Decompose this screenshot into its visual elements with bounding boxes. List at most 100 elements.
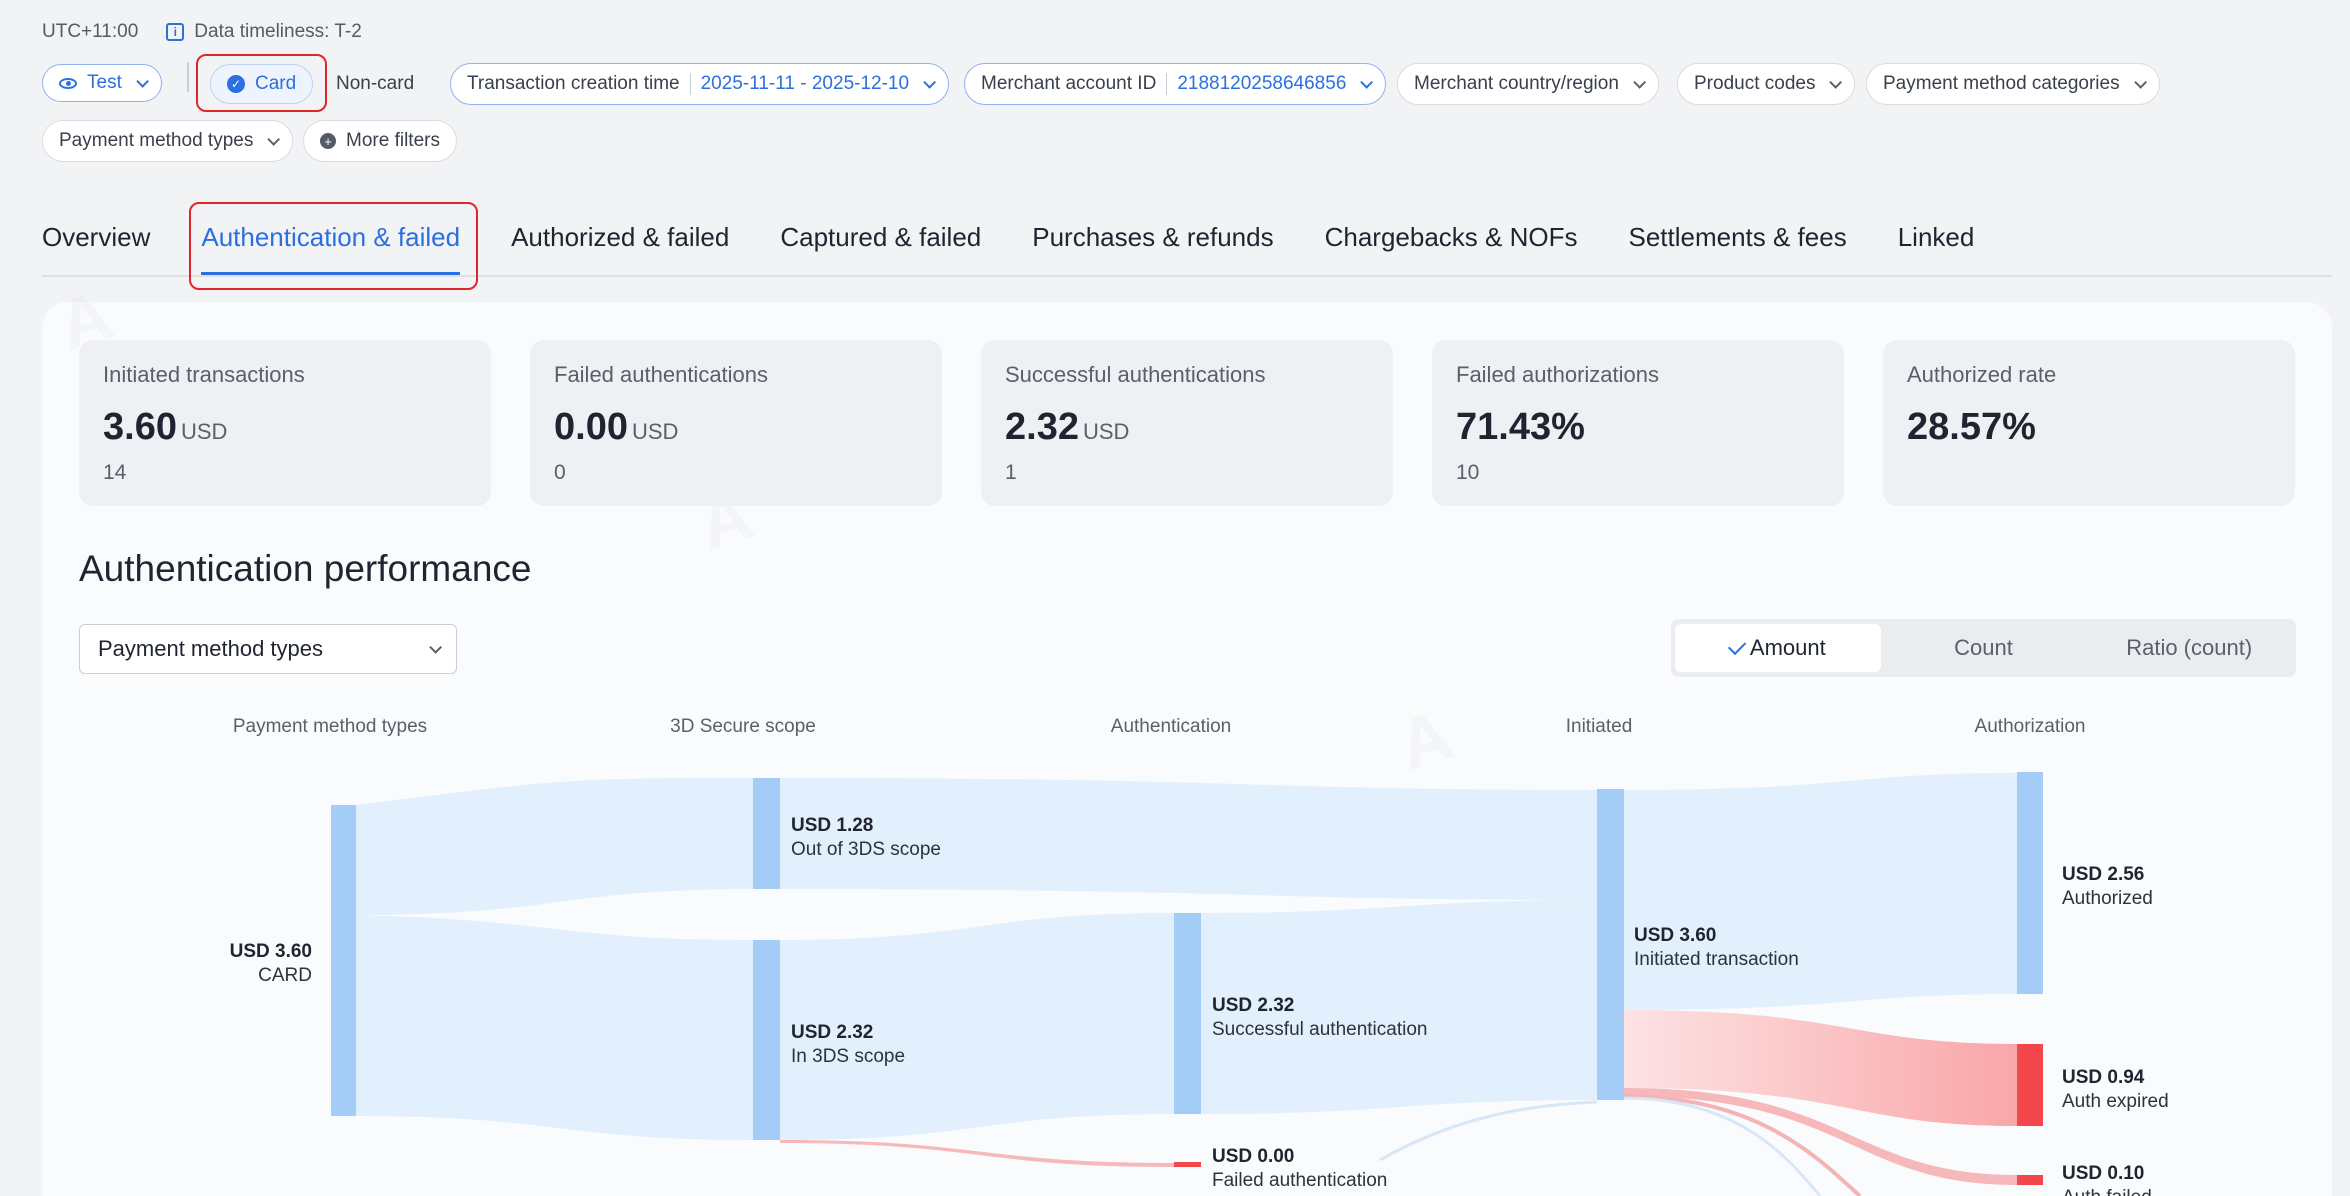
environment-value: Test	[87, 72, 122, 93]
view-ratio-label: Ratio (count)	[2126, 635, 2253, 660]
tab-purchases-refunds[interactable]: Purchases & refunds	[1032, 222, 1274, 252]
sankey-column-header: 3D Secure scope	[670, 716, 816, 737]
info-icon: i	[166, 23, 185, 41]
sankey-link-succ-init	[1201, 900, 1597, 1114]
more-filters-button[interactable]: + More filters	[303, 120, 457, 162]
sankey-node-in3ds	[753, 940, 780, 1140]
view-mode-switch: Amount Count Ratio (count)	[1671, 619, 2296, 677]
sankey-node-fail	[1174, 1162, 1201, 1167]
tab-authorized-failed[interactable]: Authorized & failed	[511, 222, 730, 252]
sankey-column-header: Authorization	[1974, 716, 2086, 737]
tab-overview[interactable]: Overview	[42, 222, 151, 252]
filter-divider	[187, 62, 189, 92]
check-circle-icon: ✓	[227, 75, 245, 93]
eye-icon	[59, 77, 77, 89]
card-toggle-label: Card	[255, 73, 297, 94]
sankey-label-init: USD 3.60 Initiated transaction	[1634, 925, 1799, 970]
more-filters-label: More filters	[346, 130, 440, 151]
plus-circle-icon: +	[320, 133, 336, 149]
creation-time-label: Transaction creation time	[467, 73, 680, 94]
sankey-node-authfail	[2017, 1175, 2043, 1185]
tab-captured-failed[interactable]: Captured & failed	[780, 222, 982, 252]
timezone-label: UTC+11:00	[42, 21, 139, 42]
view-count-option[interactable]: Count	[1881, 624, 2087, 672]
pm-categories-label: Payment method categories	[1883, 73, 2120, 94]
pm-types-filter[interactable]: Payment method types	[42, 120, 294, 162]
kpi-card-successful-auth: Successful authentications 2.32 USD 1	[981, 340, 1393, 506]
sankey-label-authz: USD 2.56 Authorized	[2062, 864, 2153, 909]
merchant-id-label: Merchant account ID	[981, 73, 1157, 94]
kpi-label: Failed authorizations	[1456, 362, 1660, 387]
noncard-toggle-label: Non-card	[336, 73, 415, 94]
sankey-label-card: USD 3.60 CARD	[229, 941, 312, 986]
card-toggle[interactable]: ✓ Card	[210, 64, 314, 104]
sankey-node-out3ds	[753, 778, 780, 889]
tab-chargebacks-nofs[interactable]: Chargebacks & NOFs	[1324, 222, 1578, 252]
kpi-label: Initiated transactions	[103, 362, 305, 387]
kpi-label: Failed authentications	[554, 362, 769, 387]
sankey-link-init-authz	[1624, 773, 2017, 1010]
sankey-link-in3ds-fail	[780, 1140, 1174, 1167]
view-count-label: Count	[1954, 635, 2013, 660]
tab-underline-track	[42, 275, 2332, 277]
sankey-link-card-out3ds	[355, 778, 753, 915]
timeliness-text: Data timeliness: T-2	[194, 21, 362, 42]
merchant-id-filter[interactable]: Merchant account ID 2188120258646856	[964, 63, 1387, 105]
environment-select[interactable]: Test	[42, 64, 162, 102]
kpi-value: 28.57%	[1907, 406, 2036, 448]
sankey-link-init-other	[1623, 1094, 1862, 1196]
highlight-card-toggle	[196, 54, 327, 112]
sankey-node-succ	[1174, 913, 1201, 1114]
kpi-value: 0.00 USD	[554, 406, 679, 448]
sankey-label-succ: USD 2.32 Successful authentication	[1212, 995, 1428, 1040]
kpi-card-initiated: Initiated transactions 3.60 USD 14	[79, 340, 491, 506]
highlight-active-tab	[189, 202, 478, 290]
noncard-toggle[interactable]: Non-card	[320, 64, 430, 104]
data-timeliness: i Data timeliness: T-2	[166, 21, 362, 43]
kpi-value: 2.32 USD	[1005, 406, 1130, 448]
view-amount-option[interactable]: Amount	[1675, 624, 1881, 672]
sankey-node-expired	[2017, 1044, 2043, 1126]
sankey-link-succ-other	[1379, 1100, 1598, 1162]
country-filter[interactable]: Merchant country/region	[1397, 63, 1659, 105]
kpi-card-failed-auth: Failed authentications 0.00 USD 0	[530, 340, 942, 506]
top-bar: UTC+11:00 i Data timeliness: T-2	[42, 20, 362, 44]
view-ratio-option[interactable]: Ratio (count)	[2086, 624, 2292, 672]
sankey-link-out3ds-init	[780, 778, 1597, 900]
sankey-label-in3ds: USD 2.32 In 3DS scope	[791, 1022, 906, 1067]
pm-categories-filter[interactable]: Payment method categories	[1866, 63, 2160, 105]
merchant-id-value: 2188120258646856	[1166, 73, 1346, 95]
sankey-link-in3ds-succ	[780, 913, 1174, 1140]
kpi-count: 0	[554, 461, 566, 484]
dimension-select-value: Payment method types	[98, 636, 324, 661]
country-filter-label: Merchant country/region	[1414, 73, 1619, 94]
kpi-label: Successful authentications	[1005, 362, 1266, 387]
sankey-column-header: Authentication	[1110, 716, 1232, 737]
product-codes-filter[interactable]: Product codes	[1677, 63, 1856, 105]
kpi-value: 3.60 USD	[103, 406, 228, 448]
creation-time-filter[interactable]: Transaction creation time 2025-11-11 - 2…	[450, 63, 950, 105]
sankey-link-init-other	[1623, 1096, 1822, 1196]
sankey-node-card	[331, 805, 356, 1116]
kpi-count: 10	[1456, 461, 1480, 484]
sankey-column-header: Initiated	[1565, 716, 1633, 737]
sankey-label-fail: USD 0.00 Failed authentication	[1212, 1146, 1388, 1191]
sankey-label-out3ds: USD 1.28 Out of 3DS scope	[791, 815, 941, 860]
dimension-select[interactable]: Payment method types	[79, 624, 457, 674]
creation-time-value: 2025-11-11 - 2025-12-10	[689, 73, 909, 95]
sankey-link-init-authfail	[1624, 1088, 2017, 1185]
pm-types-label: Payment method types	[59, 130, 254, 151]
kpi-count: 1	[1005, 461, 1017, 484]
kpi-card-authorized-rate: Authorized rate 28.57%	[1883, 340, 2295, 506]
sankey-column-header: Payment method types	[232, 716, 428, 737]
kpi-value: 71.43%	[1456, 406, 1585, 448]
tab-bar: Overview Authentication & failed Authori…	[42, 222, 2025, 276]
tab-authentication-failed[interactable]: Authentication & failed	[201, 222, 461, 276]
sankey-node-init	[1597, 789, 1624, 1100]
tab-settlements-fees[interactable]: Settlements & fees	[1628, 222, 1847, 252]
view-amount-label: Amount	[1749, 635, 1826, 660]
tab-linked[interactable]: Linked	[1897, 222, 1975, 252]
sankey-link-card-in3ds	[355, 915, 753, 1140]
